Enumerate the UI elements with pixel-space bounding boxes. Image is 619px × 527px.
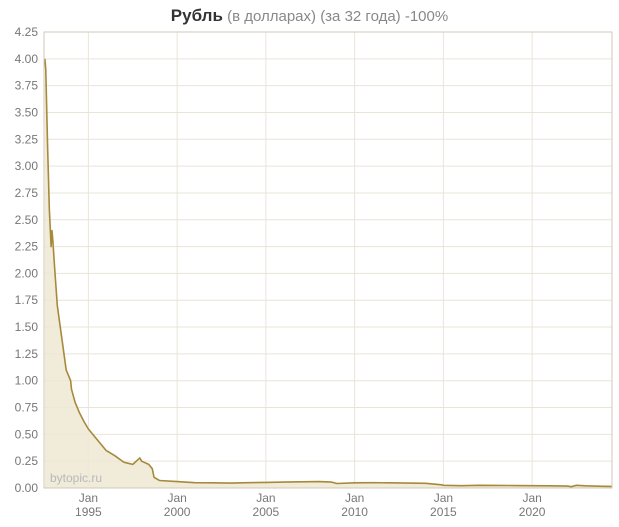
watermark: bytopic.ru [50,471,102,485]
series-line [45,59,612,487]
x-tick-label-month: Jan [256,491,275,505]
x-tick-label-month: Jan [79,491,98,505]
chart-title: Рубль (в долларах) (за 32 года) -100% [0,6,619,26]
chart-svg: 0.00 0.25 0.50 0.75 1.00 1.25 1.50 1.75 2.00 2.25… [0,0,619,527]
x-tick-label-year: 1995 [75,505,102,519]
x-tick-label-month: Jan [167,491,186,505]
y-tick-label: 3.25 [15,132,39,146]
x-tick-label-year: 2020 [519,505,546,519]
plot-border [44,32,612,488]
y-tick-label: 4.25 [15,25,39,39]
y-tick-label: 3.75 [15,79,39,93]
title-sub2: (за 32 года) [320,8,400,25]
y-tick-label: 1.25 [15,347,39,361]
x-tick-label-month: Jan [434,491,453,505]
x-tick-label-year: 2005 [253,505,280,519]
title-change: -100% [405,8,448,25]
y-tick-label: 0.50 [15,427,39,441]
x-tick-label-year: 2015 [430,505,457,519]
y-tick-label: 4.00 [15,52,39,66]
x-tick-label-month: Jan [522,491,541,505]
x-tick-label-month: Jan [345,491,364,505]
y-tick-label: 3.00 [15,159,39,173]
y-tick-label: 3.50 [15,105,39,119]
y-tick-label: 0.00 [15,481,39,495]
title-sub1: (в долларах) [227,8,316,25]
y-tick-label: 2.50 [15,213,39,227]
x-tick-label-year: 2000 [164,505,191,519]
y-tick-label: 2.00 [15,266,39,280]
y-tick-label: 2.25 [15,240,39,254]
x-tick-label-year: 2010 [341,505,368,519]
y-tick-label: 0.25 [15,454,39,468]
chart-container: Рубль (в долларах) (за 32 года) -100% 0.… [0,0,619,527]
y-tick-label: 1.00 [15,374,39,388]
y-tick-label: 0.75 [15,401,39,415]
y-tick-label: 1.50 [15,320,39,334]
title-main: Рубль [171,6,223,25]
y-tick-label: 1.75 [15,293,39,307]
y-tick-label: 2.75 [15,186,39,200]
